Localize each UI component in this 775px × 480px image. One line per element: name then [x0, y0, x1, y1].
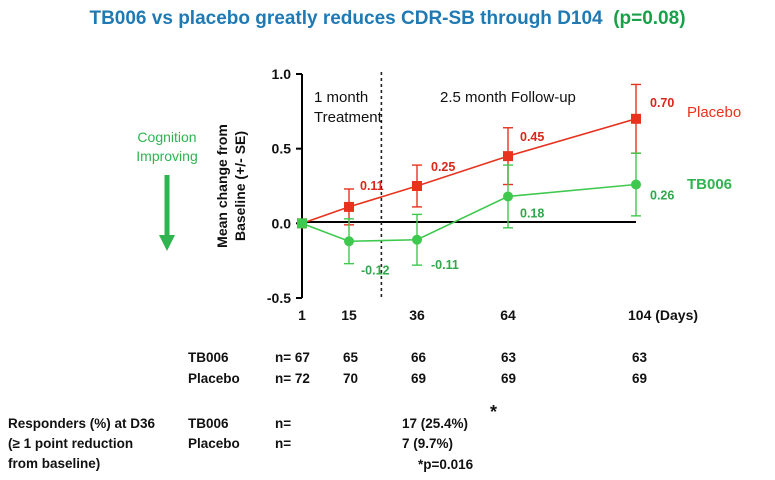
phase-label-treatment-line2: Treatment — [314, 109, 383, 126]
data-point — [631, 179, 641, 190]
data-point — [503, 191, 513, 202]
n-table-cell: 69 — [501, 371, 517, 386]
data-label: 0.45 — [520, 130, 544, 144]
x-tick-label: 1 — [298, 307, 306, 323]
y-tick-label: -0.5 — [267, 290, 291, 306]
data-label: -0.12 — [361, 263, 390, 277]
n-table-cell: 63 — [501, 350, 517, 365]
n-table-cell: 70 — [343, 371, 359, 386]
n-table-cell: 63 — [632, 350, 648, 365]
n-table-cell: 66 — [411, 350, 427, 365]
x-tick-label: 64 — [500, 307, 516, 323]
data-label: 0.25 — [431, 160, 455, 174]
data-label: 0.11 — [360, 179, 384, 193]
y-ticks: 1.0 0.5 0.0 -0.5 — [267, 66, 302, 306]
responders-value: 17 (25.4%) — [402, 416, 469, 431]
down-arrow-icon — [159, 175, 175, 251]
y-axis-label-line2: Baseline (+/- SE) — [232, 131, 248, 241]
n-table-cell: n= 72 — [275, 371, 310, 386]
chart-title-pvalue: (p=0.08) — [613, 8, 686, 29]
x-tick-label: 15 — [341, 307, 357, 323]
y-tick-label: 1.0 — [272, 66, 292, 82]
cognition-annotation-line1: Cognition — [137, 129, 197, 145]
legend-placebo: Placebo — [687, 104, 741, 121]
data-point — [631, 113, 641, 124]
data-point — [344, 201, 354, 212]
chart-svg: Mean change from Baseline (+/- SE) 1.0 0… — [214, 66, 741, 323]
responders-n: n= — [275, 436, 292, 451]
responders-n: n= — [275, 416, 292, 431]
responders-row-label: TB006 — [188, 416, 229, 431]
data-point — [344, 236, 354, 247]
n-table-row-label: Placebo — [188, 371, 240, 386]
y-tick-label: 0.0 — [272, 215, 292, 231]
cognition-annotation: Cognition Improving — [122, 128, 212, 166]
responders-row-label: Placebo — [188, 436, 240, 451]
responders-heading-line2: (≥ 1 point reduction — [8, 436, 134, 451]
data-point — [412, 181, 422, 191]
responders-value: 7 (9.7%) — [402, 436, 454, 451]
phase-label-treatment-line1: 1 month — [314, 89, 368, 106]
series-tb006: -0.12 -0.11 0.18 0.26 — [297, 152, 674, 277]
responders-heading-line3: from baseline) — [8, 456, 101, 471]
data-label: 0.70 — [650, 96, 674, 110]
y-tick-label: 0.5 — [272, 141, 292, 157]
data-label: 0.18 — [520, 206, 544, 220]
x-tick-label: 36 — [409, 307, 425, 323]
significance-star: * — [490, 402, 498, 422]
x-ticks: 1 15 36 64 104 (Days) — [298, 307, 698, 323]
cognition-annotation-line2: Improving — [136, 148, 198, 164]
n-table-row-label: TB006 — [188, 350, 229, 365]
data-label: 0.26 — [650, 189, 674, 203]
data-point — [412, 234, 422, 245]
series-placebo: 0.11 0.25 0.45 0.70 — [297, 83, 674, 229]
x-tick-label: 104 (Days) — [628, 307, 698, 323]
responders-heading-line1: Responders (%) at D36 — [8, 416, 156, 431]
chart-title: TB006 vs placebo greatly reduces CDR-SB … — [0, 8, 775, 30]
phase-label-followup: 2.5 month Follow-up — [440, 89, 576, 106]
data-point — [297, 218, 307, 229]
n-table-cell: 69 — [632, 371, 648, 386]
n-table-cell: 65 — [343, 350, 359, 365]
n-table-cell: 69 — [411, 371, 427, 386]
responders-pvalue: *p=0.016 — [418, 457, 474, 472]
data-label: -0.11 — [431, 258, 459, 272]
chart-title-main: TB006 vs placebo greatly reduces CDR-SB … — [89, 8, 603, 29]
n-table-cell: n= 67 — [275, 350, 310, 365]
y-axis-label-line1: Mean change from — [214, 124, 230, 248]
data-point — [503, 151, 513, 162]
series-line — [301, 183, 637, 243]
legend-tb006: TB006 — [687, 176, 732, 193]
